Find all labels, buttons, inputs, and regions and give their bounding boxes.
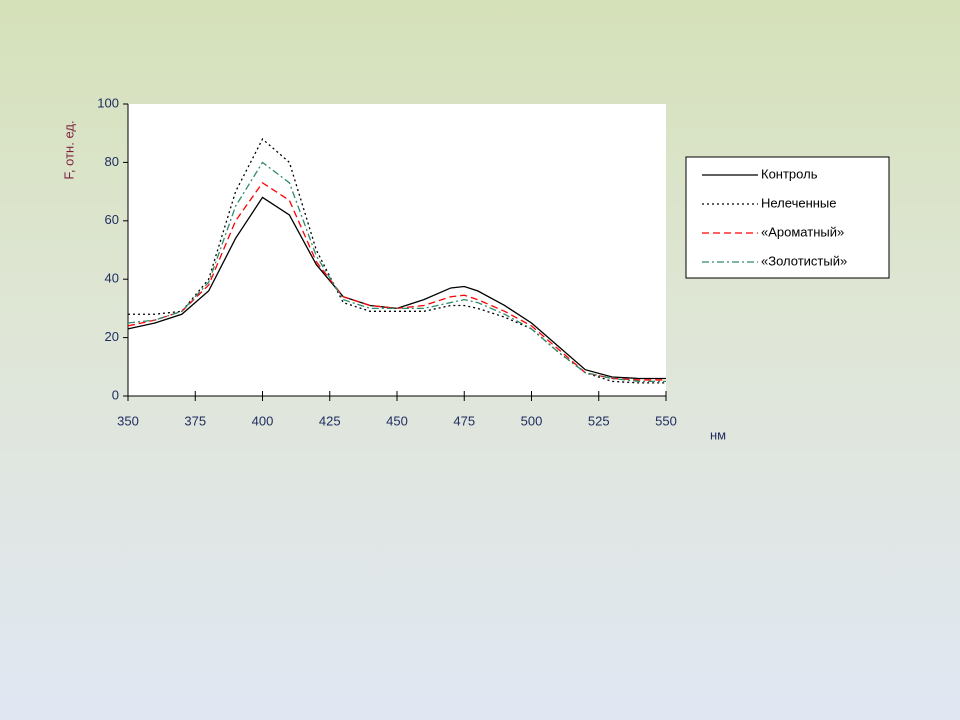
x-tick-label: 475 [453, 413, 475, 428]
series-line [127, 196, 666, 380]
x-tick-label: 375 [184, 413, 206, 428]
y-tick-label: 60 [105, 212, 119, 227]
series-line [127, 181, 666, 381]
plot-area [128, 104, 666, 396]
y-tick-label: 0 [112, 387, 119, 402]
x-tick-label: 350 [117, 413, 139, 428]
legend-label: «Золотистый» [761, 253, 847, 268]
legend-box [685, 156, 890, 279]
y-axis-label: F, отн. ед. [61, 120, 76, 179]
x-tick-label: 500 [521, 413, 543, 428]
x-tick-label: 425 [319, 413, 341, 428]
series-line [127, 161, 666, 383]
x-tick-label: 525 [588, 413, 610, 428]
legend-label: «Ароматный» [761, 224, 844, 239]
x-tick-label: 450 [386, 413, 408, 428]
x-tick-label: 550 [655, 413, 677, 428]
x-tick-label: 400 [252, 413, 274, 428]
y-tick-label: 100 [97, 95, 119, 110]
legend-label: Контроль [761, 166, 818, 181]
y-tick-label: 40 [105, 271, 119, 286]
legend-label: Нелеченные [761, 195, 837, 210]
y-tick-label: 80 [105, 154, 119, 169]
y-tick-label: 20 [105, 329, 119, 344]
x-axis-label: нм [710, 427, 726, 442]
series-line [128, 138, 666, 384]
